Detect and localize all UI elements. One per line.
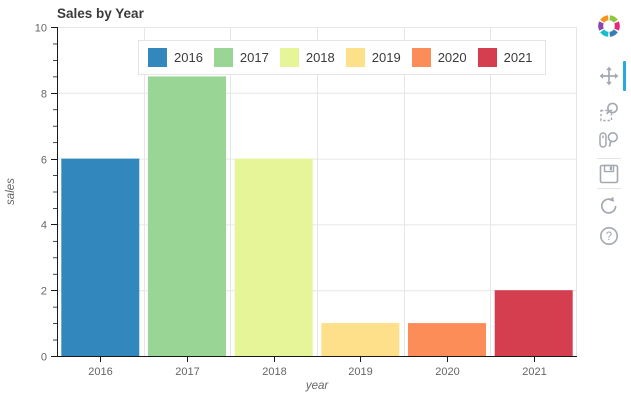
legend-item-2018: 2018 <box>279 48 335 67</box>
y-tick-label: 10 <box>35 23 47 35</box>
move-icon <box>599 66 619 86</box>
legend-item-2019: 2019 <box>345 48 401 67</box>
legend-item-2016: 2016 <box>148 48 203 67</box>
legend: 2016 2017 2018 2019 2020 2021 <box>138 40 546 75</box>
y-tick-label: 2 <box>41 286 47 298</box>
legend-item-2017: 2017 <box>213 48 269 67</box>
x-tick-label: 2018 <box>262 366 286 378</box>
active-tool-indicator <box>623 61 626 91</box>
legend-item-2021: 2021 <box>477 48 533 67</box>
reset-icon <box>600 196 617 214</box>
x-tick-label: 2016 <box>88 366 112 378</box>
bokeh-logo-icon[interactable] <box>597 14 621 38</box>
x-tick-label: 2017 <box>175 366 199 378</box>
legend-label: 2019 <box>371 50 401 65</box>
bar-2017 <box>148 76 226 357</box>
box-zoom-tool-button[interactable] <box>597 100 621 124</box>
legend-swatch <box>213 48 233 67</box>
help-icon: ? <box>600 227 618 245</box>
chart-title: Sales by Year <box>57 6 144 21</box>
legend-swatch <box>279 48 299 67</box>
toolbar-divider <box>597 188 621 189</box>
x-axis-label: year <box>305 380 330 392</box>
legend-label: 2017 <box>239 50 269 65</box>
save-tool-button[interactable] <box>597 162 621 186</box>
legend-swatch <box>411 48 431 67</box>
y-tick-label: 4 <box>41 220 47 232</box>
legend-label: 2016 <box>174 50 203 65</box>
legend-swatch <box>345 48 365 67</box>
y-tick-label: 8 <box>41 89 47 101</box>
bar-2019 <box>321 323 400 356</box>
y-tick-label: 0 <box>41 352 47 364</box>
toolbar-divider <box>597 158 621 159</box>
bokeh-toolbar: ? <box>596 12 628 402</box>
svg-text:?: ? <box>606 231 612 243</box>
pan-tool-button[interactable] <box>597 61 626 91</box>
y-tick-label: 6 <box>41 155 47 167</box>
box-zoom-icon <box>600 102 618 122</box>
bar-2021 <box>494 290 573 356</box>
reset-tool-button[interactable] <box>597 194 621 218</box>
bar-2018 <box>234 158 313 356</box>
wheel-zoom-icon <box>599 131 618 148</box>
help-tool-button[interactable]: ? <box>597 224 621 248</box>
legend-label: 2021 <box>503 50 533 65</box>
bar-2016 <box>61 158 140 356</box>
legend-label: 2020 <box>437 50 467 65</box>
x-tick-label: 2020 <box>435 366 459 378</box>
save-icon <box>599 164 619 184</box>
bar-2020 <box>408 323 486 356</box>
legend-swatch <box>477 48 497 67</box>
x-tick-label: 2019 <box>348 366 372 378</box>
wheel-zoom-tool-button[interactable] <box>597 128 621 152</box>
x-tick-label: 2021 <box>522 366 546 378</box>
y-axis-label: sales <box>5 178 17 205</box>
legend-label: 2018 <box>305 50 335 65</box>
legend-item-2020: 2020 <box>411 48 467 67</box>
legend-swatch <box>148 48 167 67</box>
